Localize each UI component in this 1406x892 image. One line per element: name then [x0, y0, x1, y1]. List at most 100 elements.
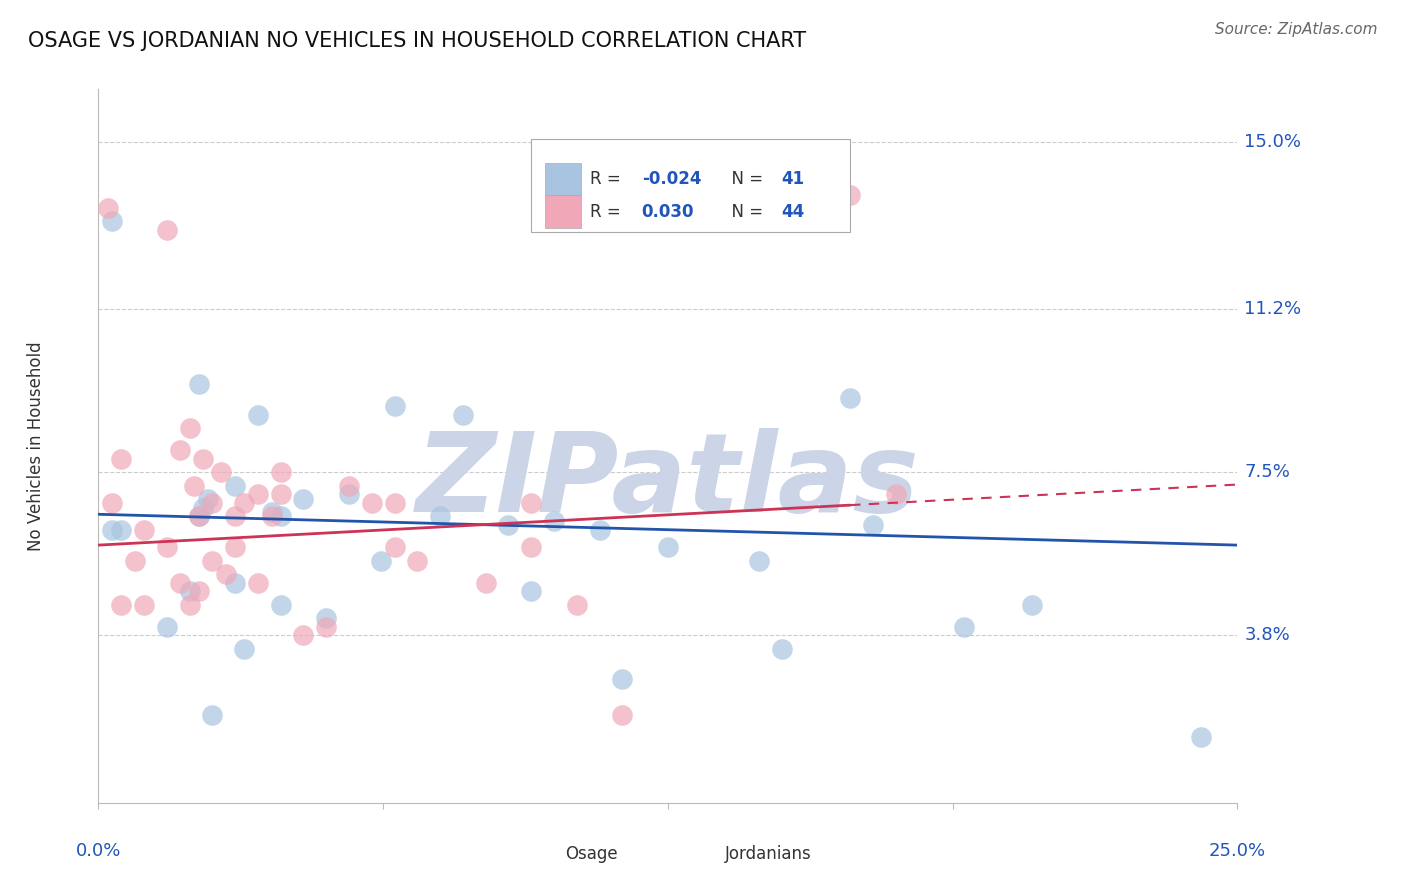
Point — [110, 598, 132, 612]
Point — [953, 619, 976, 633]
Text: 3.8%: 3.8% — [1244, 626, 1291, 644]
Point — [337, 478, 360, 492]
Text: N =: N = — [721, 170, 769, 188]
Point — [96, 201, 118, 215]
Text: R =: R = — [591, 202, 627, 220]
Point — [233, 641, 256, 656]
Point — [132, 523, 155, 537]
Point — [179, 584, 201, 599]
Point — [156, 223, 179, 237]
Text: 0.0%: 0.0% — [76, 842, 121, 860]
Point — [384, 400, 406, 414]
Point — [384, 541, 406, 555]
Point — [169, 443, 191, 458]
Text: R =: R = — [591, 170, 627, 188]
Point — [246, 575, 269, 590]
Point — [884, 487, 907, 501]
Bar — [531, 842, 560, 867]
Point — [337, 487, 360, 501]
Point — [520, 584, 543, 599]
Point — [1021, 598, 1043, 612]
Point — [187, 584, 209, 599]
Text: 44: 44 — [782, 202, 806, 220]
Text: 0.030: 0.030 — [641, 202, 695, 220]
Point — [197, 491, 219, 506]
Point — [201, 553, 224, 567]
Text: N =: N = — [721, 202, 769, 220]
Point — [657, 541, 679, 555]
Text: -0.024: -0.024 — [641, 170, 702, 188]
Point — [315, 619, 337, 633]
Point — [748, 553, 770, 567]
Point — [224, 478, 246, 492]
Point — [233, 496, 256, 510]
Point — [169, 575, 191, 590]
Point — [520, 541, 543, 555]
Point — [292, 491, 315, 506]
Point — [520, 496, 543, 510]
Point — [260, 509, 283, 524]
Text: ZIPatlas: ZIPatlas — [416, 428, 920, 535]
Point — [179, 598, 201, 612]
Text: 7.5%: 7.5% — [1244, 464, 1291, 482]
Text: 15.0%: 15.0% — [1244, 133, 1302, 151]
Point — [193, 500, 215, 515]
Point — [201, 707, 224, 722]
Point — [498, 518, 520, 533]
Text: Jordanians: Jordanians — [725, 846, 811, 863]
Point — [315, 611, 337, 625]
Point — [110, 523, 132, 537]
Point — [179, 421, 201, 435]
Point — [292, 628, 315, 642]
Text: Source: ZipAtlas.com: Source: ZipAtlas.com — [1215, 22, 1378, 37]
Point — [193, 452, 215, 467]
Point — [246, 408, 269, 422]
Point — [124, 553, 146, 567]
Point — [270, 466, 292, 480]
Point — [406, 553, 429, 567]
Text: 25.0%: 25.0% — [1209, 842, 1265, 860]
Point — [215, 566, 238, 581]
Point — [187, 509, 209, 524]
Point — [839, 391, 862, 405]
Bar — [546, 195, 581, 227]
Point — [770, 641, 793, 656]
FancyBboxPatch shape — [531, 139, 851, 232]
Bar — [690, 842, 718, 867]
Bar — [546, 163, 581, 195]
Point — [384, 496, 406, 510]
Text: Osage: Osage — [565, 846, 619, 863]
Text: No Vehicles in Household: No Vehicles in Household — [27, 341, 45, 551]
Point — [187, 377, 209, 392]
Point — [101, 523, 124, 537]
Point — [201, 496, 224, 510]
Point — [224, 575, 246, 590]
Text: 41: 41 — [782, 170, 804, 188]
Point — [224, 541, 246, 555]
Point — [370, 553, 392, 567]
Point — [270, 487, 292, 501]
Point — [588, 523, 610, 537]
Point — [543, 514, 565, 528]
Point — [101, 214, 124, 228]
Point — [565, 598, 588, 612]
Point — [612, 673, 634, 687]
Point — [270, 598, 292, 612]
Point — [474, 575, 496, 590]
Text: 11.2%: 11.2% — [1244, 301, 1302, 318]
Point — [260, 505, 283, 519]
Point — [132, 598, 155, 612]
Point — [270, 509, 292, 524]
Point — [246, 487, 269, 501]
Text: OSAGE VS JORDANIAN NO VEHICLES IN HOUSEHOLD CORRELATION CHART: OSAGE VS JORDANIAN NO VEHICLES IN HOUSEH… — [28, 31, 806, 51]
Point — [862, 518, 884, 533]
Point — [187, 509, 209, 524]
Point — [209, 466, 232, 480]
Point — [101, 496, 124, 510]
Point — [183, 478, 205, 492]
Point — [839, 188, 862, 202]
Point — [224, 509, 246, 524]
Point — [429, 509, 451, 524]
Point — [451, 408, 474, 422]
Point — [360, 496, 382, 510]
